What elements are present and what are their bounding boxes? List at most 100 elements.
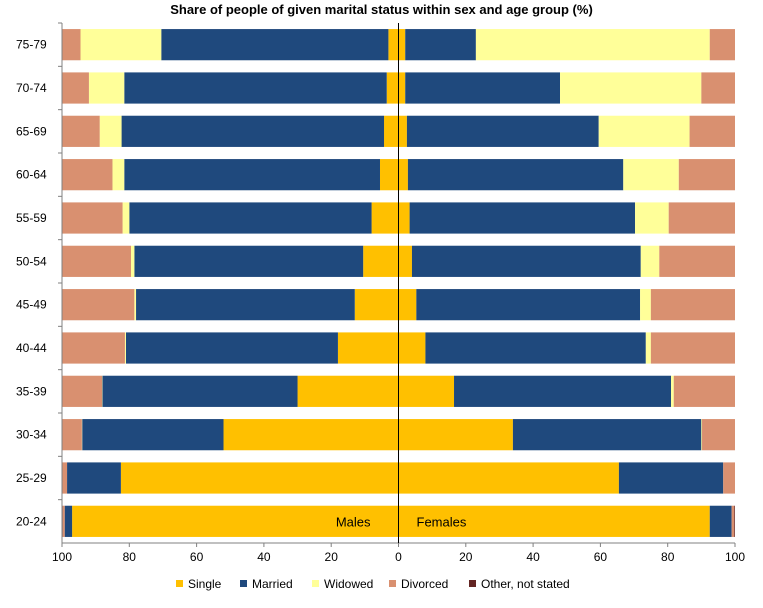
axis-layer	[58, 22, 736, 547]
bar-males-divorced-65-69	[62, 115, 100, 147]
x-tick-label: 20	[459, 550, 473, 564]
legend-swatch-divorced	[389, 580, 396, 587]
bar-females-married-50-54	[411, 245, 641, 277]
bar-males-divorced-30-34	[62, 419, 82, 451]
bar-males-single-65-69	[384, 115, 399, 147]
bar-females-single-25-29	[398, 462, 619, 494]
bar-females-other-not-stated-20-24	[734, 505, 735, 537]
y-tick-label: 50-54	[16, 254, 47, 268]
y-tick-label: 55-59	[16, 211, 47, 225]
bar-females-married-30-34	[512, 419, 702, 451]
y-tick-label: 70-74	[16, 81, 47, 95]
legend-label-married: Married	[252, 577, 293, 591]
bar-males-single-75-79	[388, 29, 399, 61]
bar-males-single-30-34	[223, 419, 399, 451]
y-tick-label: 30-34	[16, 428, 47, 442]
legend-label-single: Single	[188, 577, 222, 591]
bar-males-widowed-70-74	[88, 72, 125, 104]
bar-males-single-50-54	[363, 245, 399, 277]
bar-males-divorced-45-49	[62, 289, 135, 321]
bar-males-divorced-40-44	[62, 332, 125, 364]
bar-females-widowed-70-74	[560, 72, 702, 104]
bar-males-married-40-44	[125, 332, 338, 364]
y-tick-label: 25-29	[16, 471, 47, 485]
bar-males-divorced-60-64	[62, 159, 113, 191]
bar-females-widowed-60-64	[623, 159, 679, 191]
bar-males-single-35-39	[297, 375, 399, 407]
x-tick-label: 80	[123, 550, 137, 564]
bar-females-married-65-69	[406, 115, 599, 147]
bar-females-single-50-54	[398, 245, 412, 277]
bar-females-divorced-35-39	[673, 375, 735, 407]
bar-males-divorced-20-24	[62, 505, 65, 537]
bar-females-single-75-79	[398, 29, 406, 61]
bar-females-divorced-40-44	[650, 332, 735, 364]
y-tick-label: 20-24	[16, 514, 47, 528]
bar-males-single-55-59	[371, 202, 399, 234]
legend: Single Married Widowed Divorced Other, not s…	[0, 575, 763, 593]
bar-females-divorced-25-29	[723, 462, 735, 494]
bar-males-widowed-45-49	[134, 289, 137, 321]
bar-males-married-65-69	[121, 115, 385, 147]
bar-females-widowed-40-44	[645, 332, 651, 364]
side-label-females: Females	[417, 514, 467, 529]
bar-females-divorced-70-74	[701, 72, 735, 104]
legend-swatch-widowed	[312, 580, 319, 587]
bar-females-married-55-59	[409, 202, 636, 234]
bar-males-widowed-55-59	[122, 202, 130, 234]
bar-females-married-45-49	[416, 289, 641, 321]
bars-layer	[61, 29, 735, 537]
bar-males-single-45-49	[354, 289, 399, 321]
bar-females-single-35-39	[398, 375, 455, 407]
bar-males-widowed-60-64	[112, 159, 125, 191]
bar-females-widowed-50-54	[640, 245, 660, 277]
x-tick-label: 20	[325, 550, 339, 564]
bar-females-married-40-44	[425, 332, 646, 364]
bar-males-divorced-35-39	[61, 375, 103, 407]
bar-females-widowed-65-69	[598, 115, 690, 147]
bar-males-single-40-44	[337, 332, 399, 364]
bar-males-single-20-24	[72, 505, 399, 537]
bar-females-single-40-44	[398, 332, 426, 364]
x-tick-label: 40	[526, 550, 540, 564]
bar-females-divorced-55-59	[668, 202, 735, 234]
bar-females-single-65-69	[398, 115, 407, 147]
bar-females-divorced-50-54	[659, 245, 735, 277]
legend-swatch-married	[240, 580, 247, 587]
bar-females-single-70-74	[398, 72, 406, 104]
bar-males-married-55-59	[129, 202, 372, 234]
bar-females-widowed-45-49	[640, 289, 651, 321]
bar-males-married-75-79	[161, 29, 389, 61]
bar-females-married-35-39	[454, 375, 672, 407]
bar-males-married-35-39	[102, 375, 298, 407]
bar-females-single-30-34	[398, 419, 513, 451]
bar-females-married-25-29	[618, 462, 724, 494]
bar-females-married-70-74	[405, 72, 561, 104]
bar-females-single-55-59	[398, 202, 410, 234]
bar-females-single-60-64	[398, 159, 408, 191]
y-tick-label: 45-49	[16, 298, 47, 312]
legend-swatch-other-not-stated	[469, 580, 476, 587]
y-tick-label: 40-44	[16, 341, 47, 355]
chart-title: Share of people of given marital status …	[170, 2, 593, 17]
bar-males-widowed-40-44	[124, 332, 126, 364]
bar-males-married-30-34	[82, 419, 224, 451]
bar-males-married-60-64	[124, 159, 380, 191]
bar-females-widowed-55-59	[635, 202, 669, 234]
bar-males-divorced-55-59	[62, 202, 123, 234]
x-tick-label: 40	[257, 550, 271, 564]
bar-females-widowed-35-39	[671, 375, 674, 407]
bar-females-divorced-75-79	[709, 29, 735, 61]
bar-females-married-75-79	[405, 29, 476, 61]
side-label-males: Males	[336, 514, 371, 529]
x-tick-label: 60	[594, 550, 608, 564]
bar-females-divorced-45-49	[650, 289, 735, 321]
bar-females-married-60-64	[407, 159, 624, 191]
bar-males-divorced-25-29	[62, 462, 68, 494]
bar-males-married-45-49	[136, 289, 355, 321]
x-tick-label: 60	[190, 550, 204, 564]
bar-males-married-20-24	[64, 505, 73, 537]
bar-males-widowed-50-54	[130, 245, 135, 277]
legend-label-other-not-stated: Other, not stated	[481, 577, 570, 591]
x-tick-label: 100	[52, 550, 72, 564]
